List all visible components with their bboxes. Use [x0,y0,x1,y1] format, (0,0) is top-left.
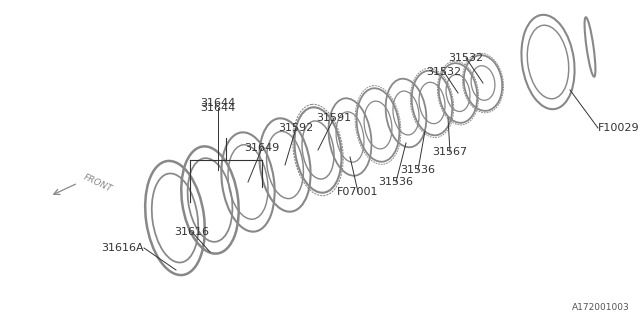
Text: 31616: 31616 [175,227,209,237]
Text: 31532: 31532 [426,67,461,77]
Text: 31616A: 31616A [101,243,144,253]
Text: A172001003: A172001003 [572,303,630,312]
Text: 31591: 31591 [316,113,351,123]
Text: 31644: 31644 [200,103,236,113]
Text: F07001: F07001 [337,187,379,197]
Text: 31644: 31644 [200,98,236,108]
Text: 31536: 31536 [378,177,413,187]
Text: F10029: F10029 [598,123,639,133]
Text: 31567: 31567 [433,147,468,157]
Text: 31649: 31649 [244,143,280,153]
Text: FRONT: FRONT [82,172,114,194]
Text: 31536: 31536 [401,165,435,175]
Text: 31532: 31532 [449,53,484,63]
Text: 31592: 31592 [278,123,314,133]
